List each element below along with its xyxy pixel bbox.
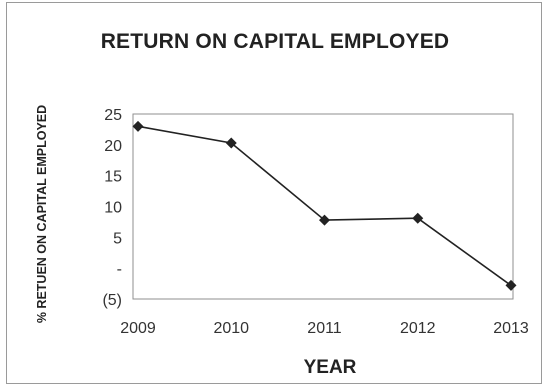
y-tick-label: 15 <box>104 169 122 186</box>
y-tick-label: 20 <box>104 138 122 155</box>
data-point-marker <box>505 279 517 291</box>
y-tick-label: (5) <box>102 292 122 309</box>
data-point-marker <box>319 214 330 226</box>
data-markers <box>132 120 517 291</box>
y-tick-label: - <box>117 261 122 278</box>
data-point-marker <box>225 137 237 149</box>
y-tick-labels: 25 20 15 10 5 - (5) <box>102 107 122 309</box>
y-tick-label: 5 <box>113 230 122 247</box>
x-tick-label: 2013 <box>493 320 529 337</box>
x-axis-label: YEAR <box>303 357 357 378</box>
x-tick-label: 2011 <box>307 320 342 337</box>
data-point-marker <box>132 120 144 132</box>
x-tick-label: 2009 <box>120 320 156 337</box>
chart-frame <box>6 2 542 384</box>
series-line <box>137 125 512 287</box>
data-point-marker <box>412 212 424 224</box>
x-tick-label: 2010 <box>213 320 249 337</box>
plot-area <box>132 113 514 300</box>
x-tick-label: 2012 <box>400 320 436 337</box>
y-tick-label: 10 <box>104 200 122 217</box>
x-tick-labels: 2009 2010 2011 2012 2013 <box>120 320 529 337</box>
chart-title: RETURN ON CAPITAL EMPLOYED <box>100 30 450 53</box>
y-tick-label: 25 <box>104 107 122 124</box>
